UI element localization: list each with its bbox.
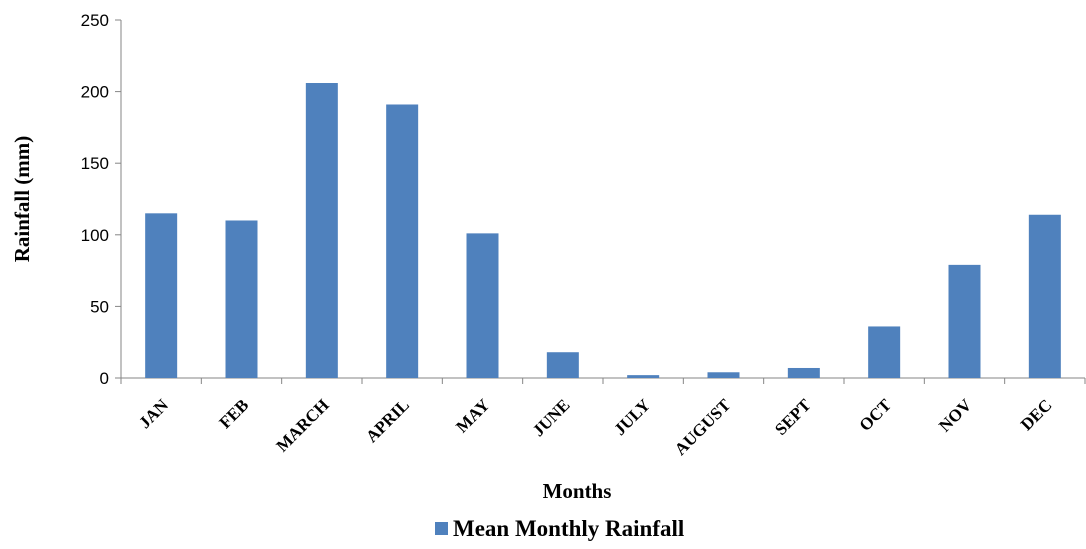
bar-may [466,233,499,378]
bar-june [546,352,579,378]
y-tick-label: 200 [81,83,109,102]
y-axis-title: Rainfall (mm) [10,136,34,263]
bar-july [627,375,660,378]
y-tick-label: 150 [81,154,109,173]
bar-march [305,83,338,379]
x-category-label: DEC [1017,395,1056,434]
bar-august [707,372,740,378]
x-category-label: MARCH [272,395,332,455]
legend: Mean Monthly Rainfall [435,516,684,541]
x-axis: JAN FEB MARCH APRIL MAY JUNE JULY AUGUST SEPT OCT… [120,377,1086,459]
y-axis: 0 50 100 150 200 250 [81,11,122,388]
y-tick-label: 0 [100,369,109,388]
x-category-label: AUGUST [671,395,735,459]
x-category-label: MAY [452,395,493,436]
legend-swatch [435,522,448,535]
y-tick-label: 50 [90,297,109,316]
legend-label: Mean Monthly Rainfall [453,516,684,541]
x-category-label: OCT [856,395,896,435]
bar-jan [145,213,178,378]
bar-feb [225,220,258,378]
x-category-label: SEPT [771,395,815,439]
bar-oct [868,326,901,378]
bar-nov [948,264,981,378]
y-tick-label: 250 [81,11,109,30]
x-axis-category-labels: JAN FEB MARCH APRIL MAY JUNE JULY AUGUST SEPT OCT… [120,378,1086,459]
x-category-label: NOV [935,395,976,436]
bar-april [386,104,419,378]
y-tick-label: 100 [81,226,109,245]
x-category-label: APRIL [362,395,413,446]
x-category-label: JULY [610,395,654,439]
bar-sept [787,367,820,378]
x-category-label: JAN [135,395,172,432]
bar-series [145,83,1061,379]
x-category-label: JUNE [529,395,574,440]
bar-dec [1028,214,1061,378]
x-axis-title: Months [543,479,612,503]
y-axis-ticks: 0 50 100 150 200 250 [81,11,121,388]
x-category-label: FEB [216,395,253,432]
